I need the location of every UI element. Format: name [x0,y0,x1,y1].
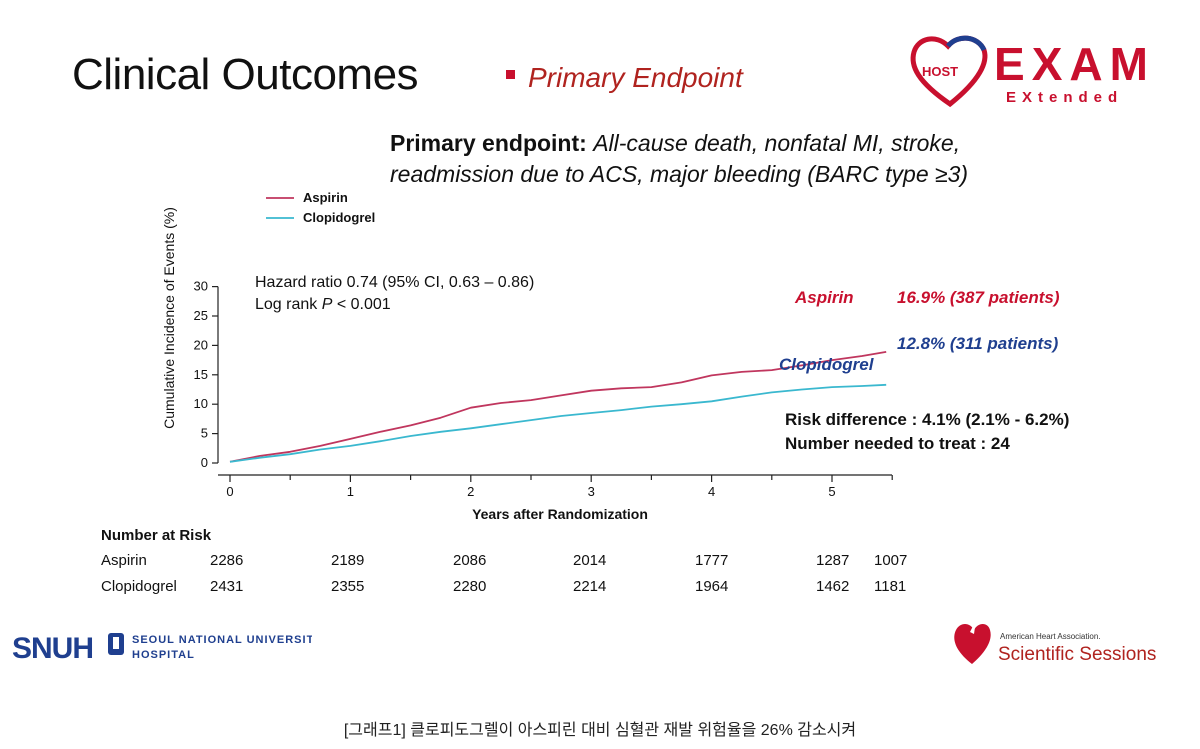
aspirin-annotation-value: 16.9% (387 patients) [897,288,1060,307]
endpoint-definition: Primary endpoint: All-cause death, nonfa… [390,128,968,190]
heart-icon [910,35,988,108]
endpoint-line2: readmission due to ACS, major bleeding (… [390,161,969,187]
x-tick-label: 0 [226,484,233,499]
risk-cell: 1777 [695,552,729,569]
series-line-aspirin [229,351,887,463]
x-tick-label: 2 [467,484,474,499]
y-tick-label: 25 [194,308,208,323]
aha-torch-icon [970,620,976,634]
logo-exam-text: EXAM [994,38,1148,90]
legend-label-clopidogrel: Clopidogrel [303,210,375,225]
aha-small-text: American Heart Association. [1000,632,1101,641]
risk-row-label: Clopidogrel [101,578,177,595]
risk-cell: 1181 [874,578,907,595]
risk-cell: 2014 [573,552,607,569]
host-exam-logo: HOST EXAM EXtended [910,35,1148,108]
y-tick-label: 15 [194,367,208,382]
risk-row-label: Aspirin [101,552,147,569]
risk-cell: 2431 [210,578,244,595]
nnt-text: Number needed to treat : 24 [785,434,1010,453]
risk-cell: 1462 [816,578,850,595]
endpoint-label: Primary endpoint: [390,130,587,156]
aha-big-text: Scientific Sessions [998,644,1156,665]
risk-cell: 2214 [573,578,607,595]
risk-difference-text: Risk difference : 4.1% (2.1% - 6.2%) [785,410,1070,429]
risk-cell: 1964 [695,578,729,595]
aha-heart-icon [954,624,991,664]
x-axis-title: Years after Randomization [472,506,648,522]
logrank-text: Log rank P < 0.001 [255,296,391,313]
risk-cell: 2086 [453,552,487,569]
series-line-clopidogrel [229,383,887,463]
risk-cell: 1287 [816,552,850,569]
risk-cell: 2280 [453,578,487,595]
risk-cell: 1007 [874,552,908,569]
risk-cell: 2355 [331,578,365,595]
y-tick-label: 20 [194,337,208,352]
hazard-ratio-text: Hazard ratio 0.74 (95% CI, 0.63 – 0.86) [255,274,535,291]
heart-accent-icon [946,35,987,52]
risk-table-header: Number at Risk [101,527,212,544]
clopidogrel-annotation-value: 12.8% (311 patients) [897,334,1059,353]
risk-cell: 2189 [331,552,365,569]
y-tick-label: 5 [201,426,208,441]
snuh-logo: SNUH SEOUL NATIONAL UNIVERSITY HOSPITAL [12,632,312,665]
series-group [229,351,887,463]
snuh-logo-line2: HOSPITAL [132,649,195,661]
x-tick-label: 4 [708,484,715,499]
logo-extended-text: EXtended [1006,89,1123,106]
aspirin-annotation-label: Aspirin [795,288,854,307]
slide-title: Clinical Outcomes [72,50,419,99]
y-tick-label: 0 [201,455,208,470]
snuh-logo-text: SNUH [12,632,93,665]
legend: Aspirin Clopidogrel [266,190,375,225]
figure-caption: [그래프1] 클로피도그렐이 아스피린 대비 심혈관 재발 위험율을 26% 감… [343,722,857,739]
aha-scientific-sessions-logo: American Heart Association. Scientific S… [954,620,1156,665]
x-tick-label: 1 [347,484,354,499]
logo-host-text: HOST [922,64,958,79]
slide-subtitle: Primary Endpoint [528,62,743,93]
x-tick-label: 5 [828,484,835,499]
x-tick-label: 3 [588,484,595,499]
y-axis-title: Cumulative Incidence of Events (%) [161,207,177,429]
subtitle-bullet [506,70,515,79]
snuh-logo-line1: SEOUL NATIONAL UNIVERSITY [132,634,312,646]
clopidogrel-annotation-label: Clopidogrel [779,355,874,374]
y-tick-label: 30 [194,279,208,294]
risk-cell: 2286 [210,552,244,569]
y-tick-label: 10 [194,396,208,411]
axes: 0 5 10 15 20 25 30 0 1 2 3 4 5 Years after Randomizat… [161,207,893,522]
endpoint-line1: All-cause death, nonfatal MI, stroke, [593,130,961,156]
legend-label-aspirin: Aspirin [303,190,348,205]
